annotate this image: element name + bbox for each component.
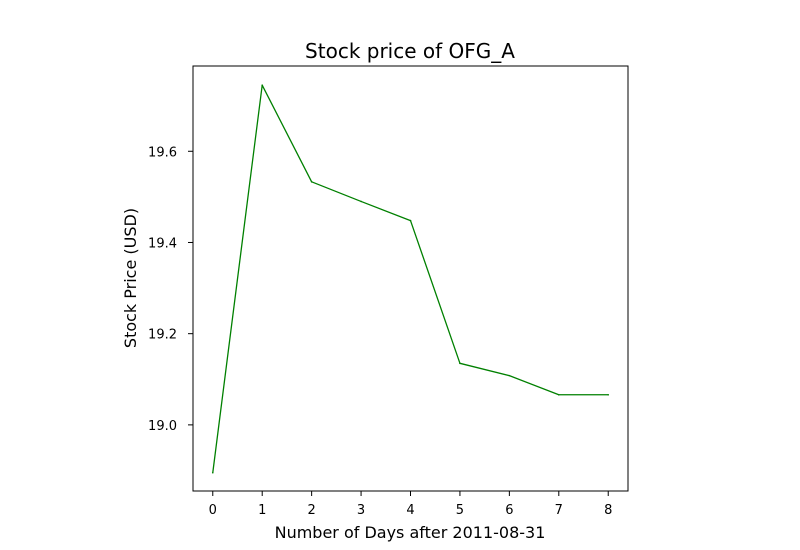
series-layer bbox=[211, 84, 610, 474]
x-tick-label: 7 bbox=[555, 503, 563, 518]
x-tick-label: 2 bbox=[307, 503, 315, 518]
chart-title: Stock price of OFG_A bbox=[305, 39, 515, 63]
x-tick-label: 3 bbox=[357, 503, 365, 518]
y-tick-label: 19.2 bbox=[148, 328, 177, 343]
data-point bbox=[508, 374, 511, 377]
data-point bbox=[211, 471, 214, 474]
data-point bbox=[459, 362, 461, 365]
y-axis-label: Stock Price (USD) bbox=[121, 208, 140, 348]
y-tick-label: 19.0 bbox=[148, 419, 177, 434]
data-point bbox=[409, 219, 412, 222]
x-tick-label: 5 bbox=[456, 503, 464, 518]
series-line bbox=[212, 84, 609, 473]
data-point bbox=[607, 393, 610, 396]
x-tick-label: 1 bbox=[258, 503, 266, 518]
data-point bbox=[360, 200, 362, 203]
x-axis: 0 1 2 3 4 5 6 7 8 bbox=[209, 491, 612, 518]
x-axis-label: Number of Days after 2011-08-31 bbox=[275, 523, 546, 542]
x-tick-label: 8 bbox=[604, 503, 612, 518]
y-tick-label: 19.6 bbox=[148, 145, 177, 160]
x-tick-label: 6 bbox=[505, 503, 513, 518]
data-point bbox=[557, 393, 560, 396]
data-point bbox=[261, 84, 264, 86]
x-tick-label: 4 bbox=[406, 503, 414, 518]
y-tick-label: 19.4 bbox=[148, 236, 177, 251]
data-point bbox=[310, 181, 313, 183]
plot-frame bbox=[192, 65, 629, 492]
x-tick-label: 0 bbox=[209, 503, 217, 518]
y-axis: 19.0 19.2 19.4 19.6 bbox=[148, 145, 193, 434]
